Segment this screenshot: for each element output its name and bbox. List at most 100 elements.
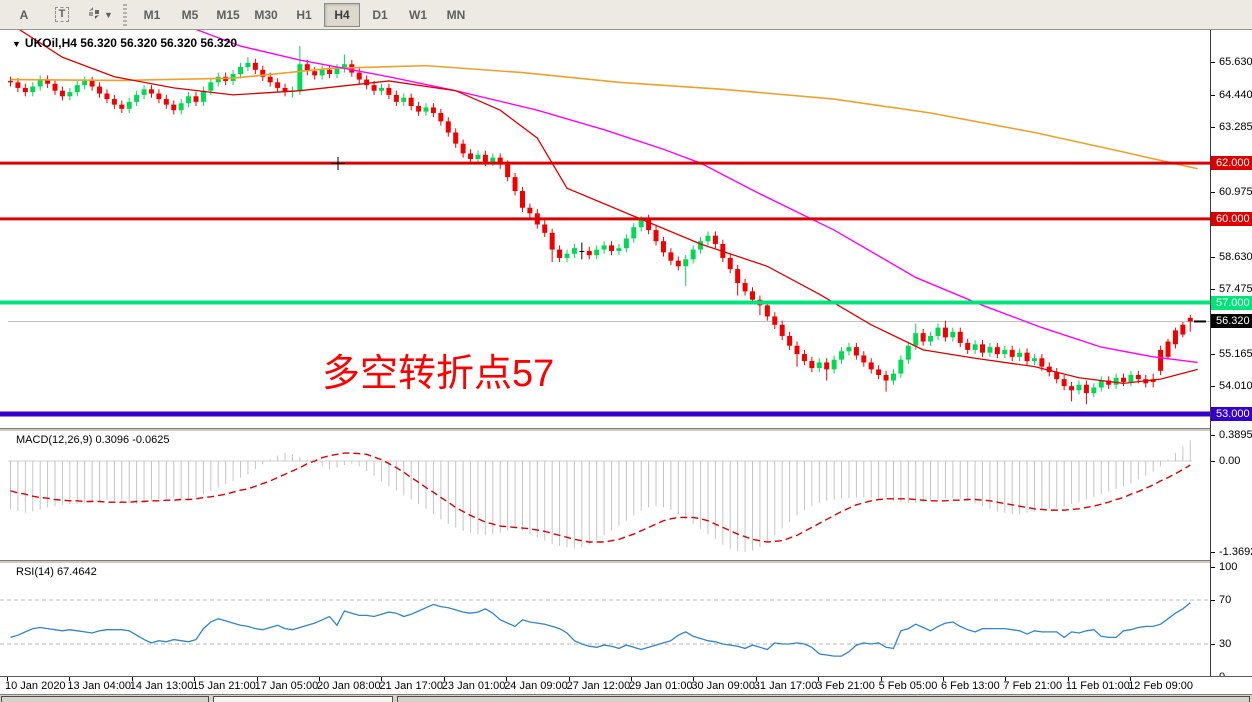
candle-body <box>987 347 993 353</box>
candle-body <box>683 259 689 267</box>
candle-body <box>638 218 644 228</box>
date-tick-mark <box>194 677 196 681</box>
candle-body <box>74 85 80 93</box>
candle-body <box>497 157 503 165</box>
macd-indicator-chart[interactable] <box>0 431 1210 559</box>
candle-body <box>861 355 867 363</box>
candle-body <box>809 361 815 369</box>
chart-tab[interactable] <box>213 696 393 702</box>
candle-body <box>1046 366 1052 373</box>
candle-body <box>690 249 696 260</box>
candle-body <box>594 249 600 256</box>
candle-body <box>698 241 704 250</box>
crosshair-icon <box>331 157 345 170</box>
candle-body <box>1165 341 1171 357</box>
timeframe-m15-button[interactable]: M15 <box>216 7 240 22</box>
candle-body <box>445 121 451 133</box>
scale-tick-mark <box>1211 461 1215 462</box>
date-label: 21 Jan 17:00 <box>379 680 444 692</box>
candle-body <box>957 331 963 343</box>
candle-body <box>876 369 882 375</box>
timeframe-w1-button[interactable]: W1 <box>409 7 427 22</box>
candle-body <box>609 245 615 251</box>
rsi-tick-label: 100 <box>1219 561 1238 573</box>
candle-body <box>119 104 125 109</box>
candle-body <box>334 68 340 74</box>
timeframe-h1-button[interactable]: H1 <box>296 7 312 22</box>
arrow-style-tool-button[interactable]: ▼ <box>82 3 118 27</box>
macd-tick-label: -1.3692 <box>1219 546 1252 558</box>
candle-body <box>839 351 845 360</box>
candle-body <box>260 69 266 77</box>
candle-body <box>920 333 926 342</box>
macd-signal-line <box>10 452 1191 543</box>
candle-body <box>245 62 251 68</box>
candle-body <box>193 96 199 102</box>
timeframe-m5-button[interactable]: M5 <box>181 7 199 22</box>
candle-body <box>52 83 58 91</box>
panel-separator[interactable] <box>0 428 1252 431</box>
tab-bar-filler <box>397 696 1250 702</box>
candle-body <box>549 232 555 250</box>
candle-body <box>30 86 36 93</box>
date-label: 15 Jan 21:00 <box>192 680 256 692</box>
candle-body <box>438 113 444 122</box>
candle-body <box>482 154 488 162</box>
timeframe-m30-button[interactable]: M30 <box>254 7 278 22</box>
candle-body <box>386 87 392 95</box>
timeframe-d1-button[interactable]: D1 <box>372 7 388 22</box>
rsi-indicator-chart[interactable] <box>0 563 1210 676</box>
candle-body <box>1158 349 1164 371</box>
candle-body <box>831 359 837 370</box>
candle-body <box>1024 352 1030 362</box>
main-price-chart[interactable] <box>0 30 1210 428</box>
date-label: 7 Feb 21:00 <box>1003 680 1063 692</box>
price-tick-label: 60.975 <box>1219 186 1252 198</box>
timeframe-h4-button[interactable]: H4 <box>324 2 360 27</box>
candle-body <box>712 235 718 244</box>
chart-tab[interactable] <box>1 696 209 702</box>
date-tick-mark <box>319 677 320 681</box>
date-tick-mark <box>69 677 71 681</box>
candle-body <box>186 96 192 104</box>
candle-body <box>1128 374 1134 382</box>
text-box-tool-button[interactable]: T <box>44 3 80 27</box>
collapse-triangle-icon[interactable]: ▼ <box>12 39 21 49</box>
candle-body <box>364 79 370 86</box>
date-axis: 10 Jan 2020 13 Jan 04:00 14 Jan 13:00 15 Ja… <box>0 677 1252 694</box>
date-tick-mark <box>1005 677 1007 681</box>
candle-body <box>935 327 941 336</box>
panel-separator[interactable] <box>0 560 1252 563</box>
candle-body <box>616 248 622 251</box>
price-tick-label: 55.165 <box>1219 348 1252 360</box>
candle-body <box>1113 377 1119 385</box>
candle-body <box>82 80 88 86</box>
date-label: 31 Jan 17:00 <box>753 680 818 692</box>
date-label: 3 Feb 21:00 <box>816 680 875 692</box>
candle-body <box>1172 330 1178 345</box>
candle-body <box>371 85 377 91</box>
timeframe-m1-button[interactable]: M1 <box>143 7 161 22</box>
chart-title: ▼ UKOil,H4 56.320 56.320 56.320 56.320 <box>12 36 238 50</box>
candle-body <box>430 107 436 114</box>
candle-body <box>1135 374 1141 380</box>
candle-body <box>564 253 570 258</box>
scale-tick-mark <box>1211 567 1215 568</box>
candle-body <box>453 132 459 144</box>
date-tick-mark <box>631 677 632 681</box>
candle-body <box>89 80 95 87</box>
text-label-tool-button[interactable]: A <box>19 7 29 22</box>
candle-body <box>750 291 755 300</box>
date-label: 20 Jan 08:00 <box>317 680 381 692</box>
rsi-tick-label: 70 <box>1219 594 1232 606</box>
scale-tick-mark <box>1211 62 1215 63</box>
candle-body <box>586 250 592 256</box>
date-tick-mark <box>1067 677 1069 681</box>
toolbar-grip-handle[interactable] <box>123 3 127 26</box>
timeframe-mn-button[interactable]: MN <box>446 7 466 22</box>
textbox-icon: T <box>54 7 70 22</box>
candle-body <box>1121 377 1126 382</box>
candle-body <box>59 90 65 97</box>
candle-body <box>1069 386 1075 391</box>
